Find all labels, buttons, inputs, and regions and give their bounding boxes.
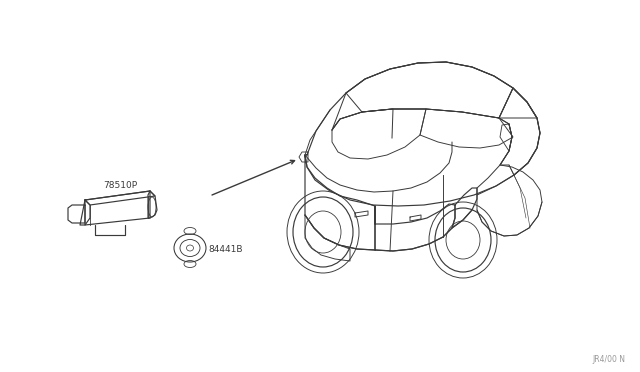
Text: 78510P: 78510P bbox=[103, 180, 137, 189]
Text: 84441B: 84441B bbox=[208, 246, 243, 254]
Text: JR4/00 N: JR4/00 N bbox=[592, 356, 625, 365]
